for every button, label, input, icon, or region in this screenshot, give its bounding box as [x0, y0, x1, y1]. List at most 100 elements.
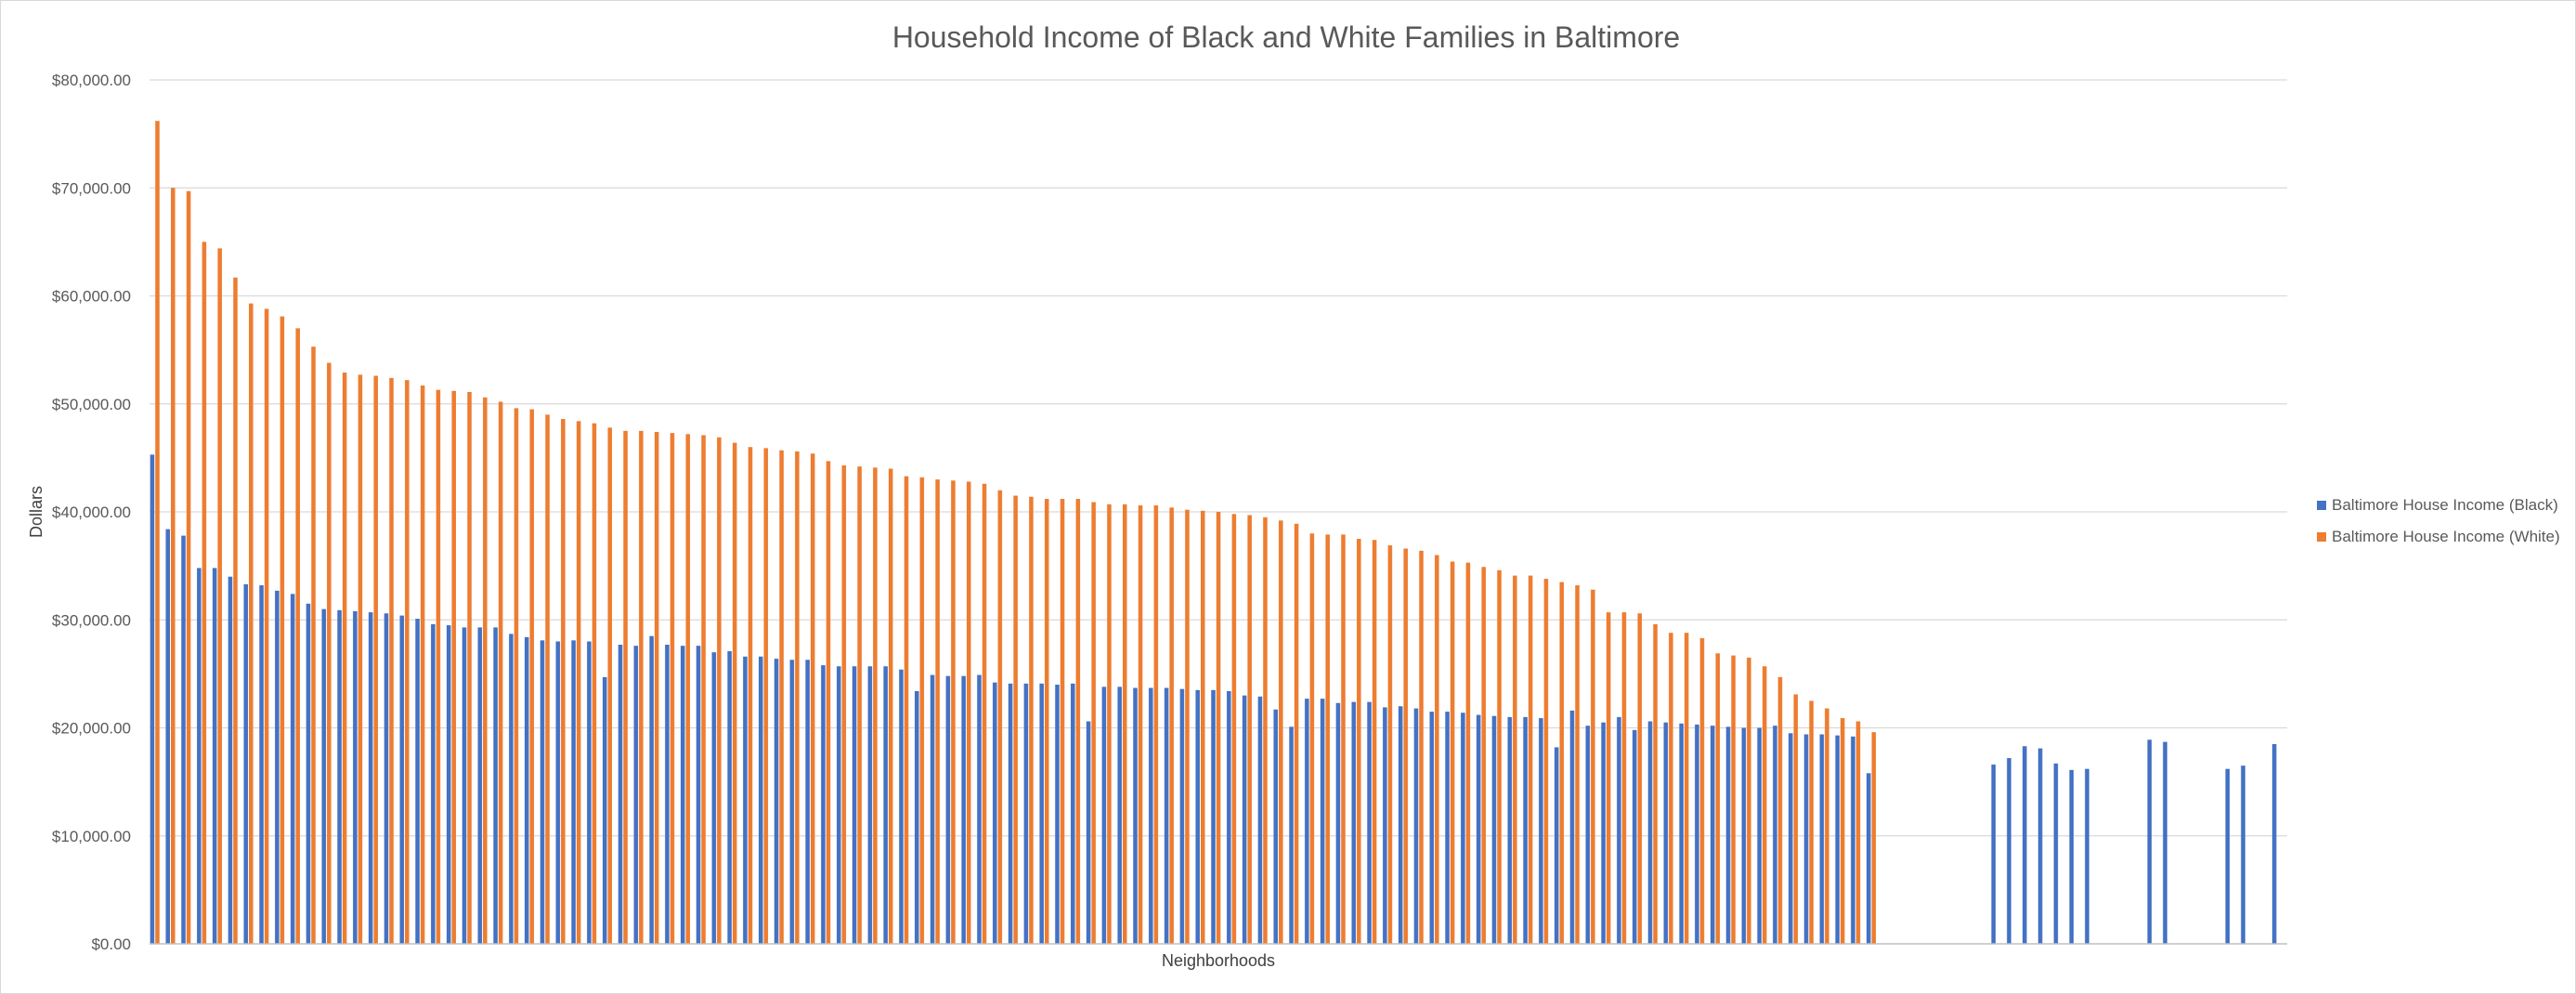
bar-white-income: [904, 476, 909, 944]
bar-black-income: [915, 690, 919, 944]
bar-black-income: [1164, 687, 1169, 944]
bar-white-income: [654, 431, 659, 945]
bar-white-income: [997, 490, 1003, 944]
bar-white-income: [186, 190, 191, 945]
bar-black-income: [883, 666, 888, 944]
bar-black-income: [1632, 729, 1637, 944]
bar-black-income: [1491, 715, 1497, 944]
bar-black-income: [1383, 707, 1387, 944]
bar-black-income: [2147, 739, 2152, 944]
bar-black-income: [150, 454, 155, 944]
bar-black-income: [509, 634, 514, 944]
bar-white-income: [826, 461, 831, 944]
bar-black-income: [1507, 716, 1513, 945]
bar-black-income: [415, 619, 420, 944]
bar-black-income: [1539, 718, 1543, 944]
bar-white-income: [779, 450, 784, 944]
bar-white-income: [1403, 548, 1408, 944]
y-axis-ticks: $0.00 $10,000.00 $20,000.00 $30,000.00 $40,0…: [52, 72, 131, 953]
bar-white-income: [498, 401, 503, 944]
bar-white-income: [1497, 569, 1502, 944]
bar-white-income: [1247, 515, 1252, 944]
bar-black-income: [571, 640, 576, 944]
bar-white-income: [1528, 575, 1533, 944]
y-tick-label: $60,000.00: [52, 288, 131, 306]
bar-white-income: [576, 421, 581, 945]
bar-black-income: [1773, 726, 1777, 944]
bar-white-income: [1591, 589, 1595, 944]
bar-black-income: [1086, 721, 1091, 944]
bar-black-income: [228, 576, 233, 944]
bar-white-income: [1669, 633, 1673, 944]
bar-black-income: [1476, 714, 1481, 944]
chart-title: Household Income of Black and White Fami…: [892, 20, 1680, 54]
bar-white-income: [1107, 504, 1112, 944]
bar-white-income: [670, 433, 675, 944]
bar-black-income: [181, 535, 186, 944]
bar-black-income: [837, 666, 841, 944]
bar-black-income: [2037, 748, 2043, 944]
bar-black-income: [1851, 736, 1855, 944]
bar-white-income: [1637, 613, 1643, 944]
bar-black-income: [1725, 726, 1731, 944]
bar-black-income: [1305, 699, 1309, 944]
bar-black-income: [805, 660, 810, 944]
bar-white-income: [280, 316, 285, 945]
bar-black-income: [1679, 723, 1684, 944]
bar-black-income: [321, 608, 327, 945]
bar-black-income: [743, 656, 748, 944]
bar-black-income: [587, 641, 592, 944]
bar-black-income: [1413, 708, 1419, 944]
bar-black-income: [821, 665, 826, 944]
y-tick-label: $10,000.00: [52, 828, 131, 845]
bar-white-income: [1793, 694, 1799, 944]
bar-white-income: [732, 442, 737, 945]
bar-white-income: [1357, 539, 1361, 944]
bar-white-income: [951, 480, 956, 944]
bar-white-income: [1825, 708, 1829, 944]
bar-black-income: [462, 627, 467, 944]
bar-white-income: [1029, 496, 1034, 944]
bar-white-income: [1372, 540, 1377, 944]
bar-white-income: [1465, 562, 1471, 944]
bars: [150, 121, 2277, 945]
bar-black-income: [852, 666, 857, 944]
bar-black-income: [649, 635, 654, 944]
bar-black-income: [1647, 721, 1653, 944]
bar-white-income: [545, 414, 550, 945]
y-tick-label: $0.00: [91, 935, 131, 953]
bar-black-income: [1257, 696, 1263, 944]
bar-black-income: [2069, 769, 2074, 944]
legend-swatch-black: [2317, 501, 2326, 510]
bar-black-income: [2053, 763, 2059, 944]
bar-white-income: [1309, 533, 1315, 944]
bar-black-income: [1585, 726, 1591, 944]
bar-black-income: [1445, 712, 1450, 944]
bar-black-income: [1335, 702, 1341, 944]
bar-black-income: [1866, 773, 1871, 944]
bar-black-income: [1149, 687, 1153, 944]
bar-black-income: [524, 636, 529, 944]
bar-white-income: [639, 430, 644, 944]
bar-black-income: [1601, 722, 1606, 944]
bar-black-income: [867, 666, 873, 944]
bar-black-income: [930, 674, 935, 944]
bar-black-income: [665, 644, 670, 944]
bar-black-income: [2163, 741, 2167, 944]
bar-white-income: [685, 434, 691, 944]
bar-white-income: [233, 277, 238, 944]
bar-white-income: [1481, 567, 1487, 944]
bar-white-income: [748, 447, 753, 944]
bar-white-income: [935, 479, 940, 945]
bar-white-income: [264, 308, 269, 944]
bar-black-income: [977, 674, 982, 944]
bar-white-income: [1123, 504, 1127, 944]
bar-black-income: [1008, 683, 1013, 944]
bar-black-income: [2241, 765, 2245, 944]
bar-black-income: [384, 613, 389, 944]
bar-black-income: [2225, 768, 2230, 944]
legend: Baltimore House Income (Black) Baltimore…: [2317, 496, 2560, 545]
bar-black-income: [1351, 701, 1357, 944]
bar-black-income: [243, 583, 249, 944]
bar-black-income: [633, 646, 639, 944]
